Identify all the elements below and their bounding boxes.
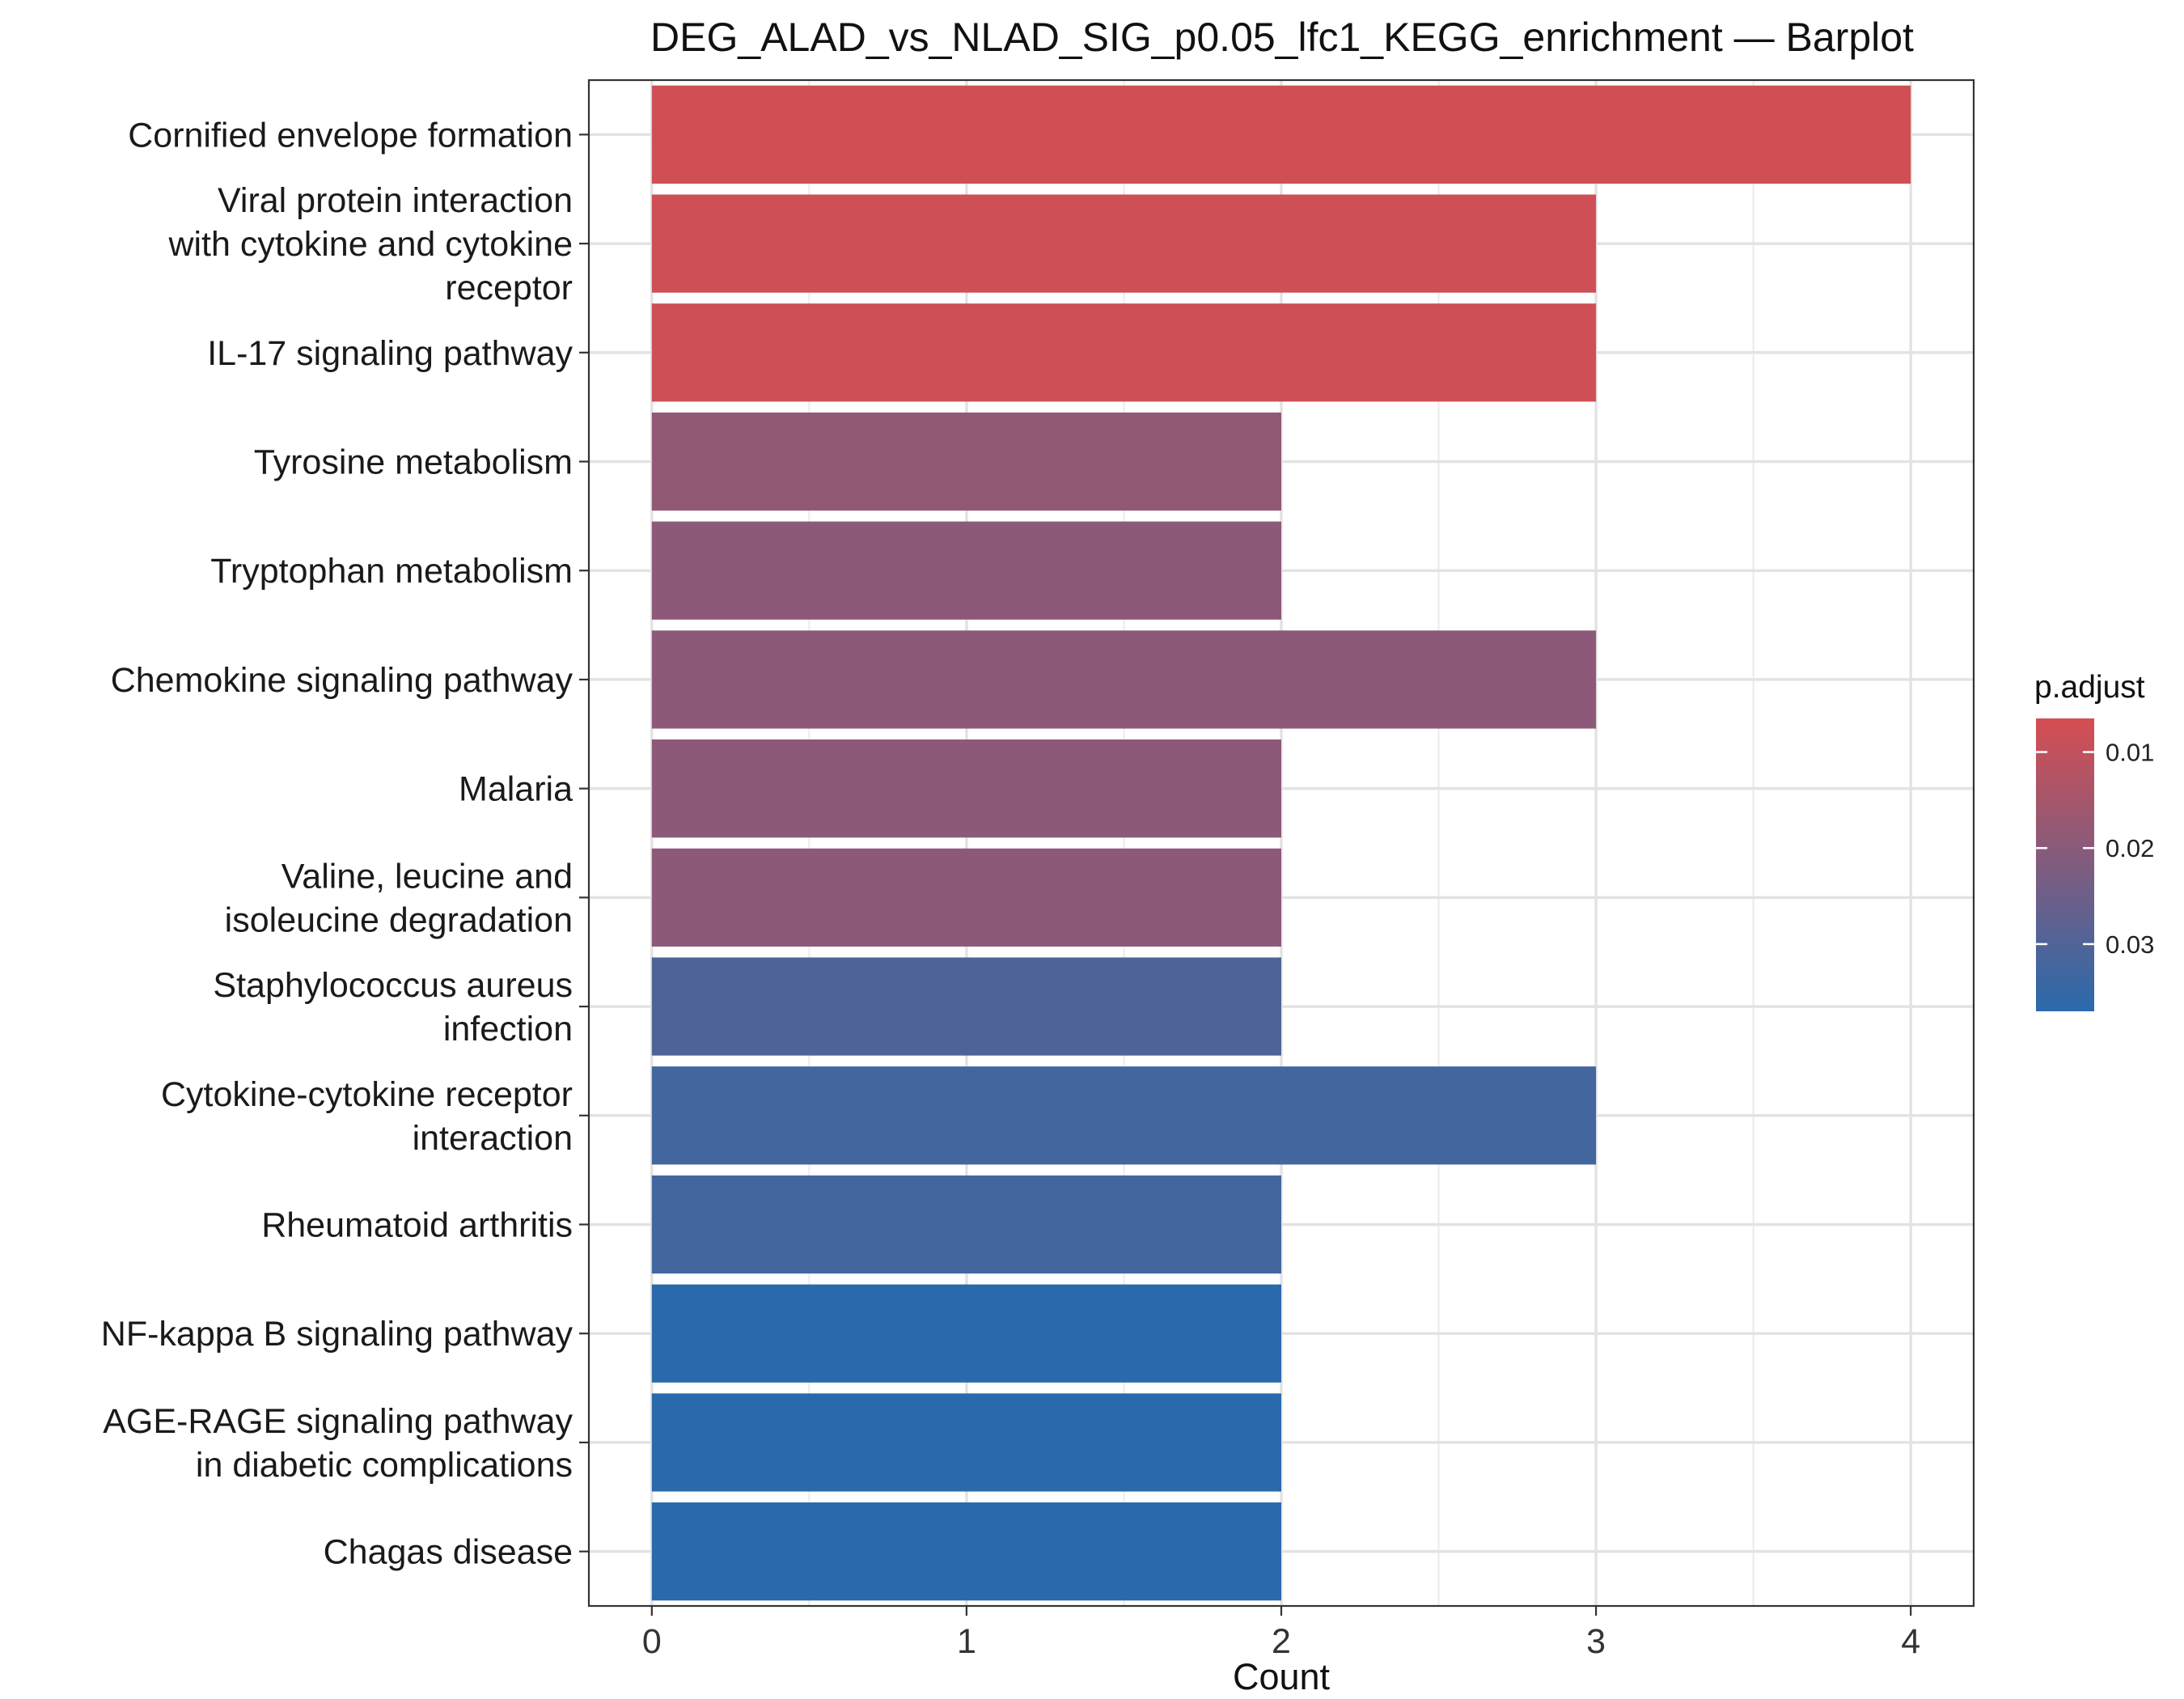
y-tick-label: Chemokine signaling pathway	[111, 661, 574, 700]
y-tick-label: Tyrosine metabolism	[254, 443, 573, 482]
legend-colorbar	[2036, 718, 2094, 1011]
y-tick-label: Viral protein interaction with cytokine a…	[167, 181, 573, 307]
chart-title: DEG_ALAD_vs_NLAD_SIG_p0.05_lfc1_KEGG_enr…	[650, 15, 1914, 60]
y-tick-label: Cytokine-cytokine receptor interaction	[161, 1075, 573, 1158]
x-axis-title: Count	[1233, 1656, 1331, 1697]
y-tick-label: AGE-RAGE signaling pathway in diabetic co…	[103, 1402, 573, 1485]
y-tick-label: IL-17 signaling pathway	[207, 334, 573, 373]
legend-title: p.adjust	[2034, 670, 2145, 705]
legend-tick-label: 0.02	[2106, 834, 2154, 862]
bar	[651, 521, 1281, 620]
bar	[651, 957, 1281, 1056]
bar	[651, 1175, 1281, 1274]
bar	[651, 1502, 1281, 1601]
legend-tick-label: 0.01	[2106, 739, 2154, 767]
y-tick-label: Chagas disease	[324, 1533, 573, 1572]
bar	[651, 739, 1281, 838]
x-tick-label: 1	[957, 1622, 976, 1661]
y-tick-label: Valine, leucine and isoleucine degradatio…	[225, 857, 573, 939]
bar	[651, 303, 1597, 402]
x-axis: 0 1 2 3 4	[642, 1606, 1920, 1661]
y-tick-label: Rheumatoid arthritis	[261, 1206, 573, 1245]
bar	[651, 630, 1597, 729]
y-tick-label: Staphylococcus aureus infection	[213, 966, 573, 1049]
bar	[651, 412, 1281, 511]
bar	[651, 1066, 1597, 1165]
y-tick-label: Tryptophan metabolism	[210, 552, 573, 591]
legend: p.adjust 0.01 0.02 0.03	[2034, 670, 2154, 1011]
y-axis: Cornified envelope formation Viral protei…	[101, 116, 589, 1572]
bar	[651, 1284, 1281, 1383]
x-tick-label: 2	[1272, 1622, 1291, 1661]
y-tick-label: Cornified envelope formation	[128, 116, 573, 155]
bar	[651, 85, 1911, 184]
x-tick-label: 4	[1901, 1622, 1920, 1661]
y-tick-label: Malaria	[459, 770, 573, 809]
bar	[651, 848, 1281, 947]
x-tick-label: 3	[1586, 1622, 1606, 1661]
bar	[651, 1393, 1281, 1492]
bar	[651, 194, 1597, 293]
bars	[651, 85, 1911, 1601]
legend-tick-label: 0.03	[2106, 930, 2154, 959]
x-tick-label: 0	[642, 1622, 662, 1661]
y-tick-label: NF-kappa B signaling pathway	[101, 1315, 574, 1354]
